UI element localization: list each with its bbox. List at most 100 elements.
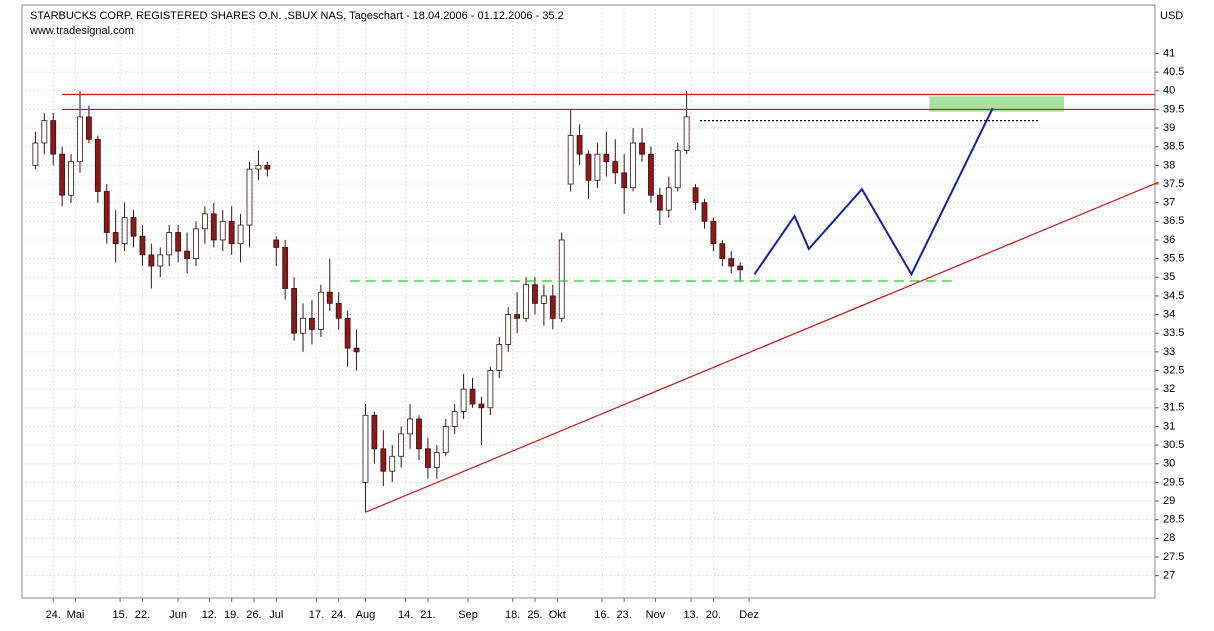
candle-body	[701, 202, 708, 222]
candle-body	[389, 455, 396, 472]
candle-body	[166, 232, 173, 256]
x-tick-label: 13.	[683, 609, 698, 621]
candle-body	[665, 187, 672, 211]
y-tick-label: 38	[1163, 159, 1175, 171]
candle-body	[567, 135, 574, 185]
candle-body	[201, 213, 208, 230]
y-tick-label: 33	[1163, 346, 1175, 358]
candle-body	[246, 168, 253, 226]
y-tick-label: 27.5	[1163, 551, 1184, 563]
candle-body	[737, 265, 744, 271]
candle-body	[291, 288, 297, 334]
y-tick-label: 28.5	[1163, 514, 1184, 526]
x-tick-label: Okt	[549, 609, 566, 621]
candle-body	[719, 243, 726, 260]
y-tick-label: 27	[1163, 570, 1175, 582]
candle-body	[112, 232, 119, 245]
candle-body	[576, 135, 583, 155]
candle-body	[50, 120, 57, 155]
candle-body	[335, 302, 342, 319]
candle-body	[523, 284, 529, 319]
candle-body	[139, 235, 146, 256]
candle-body	[255, 164, 262, 170]
x-tick-label: 26.	[246, 609, 261, 621]
x-tick-label: 25.	[527, 609, 542, 621]
y-tick-label: 30.5	[1163, 439, 1184, 451]
x-tick-label: Sep	[458, 609, 478, 621]
x-tick-label: 18.	[505, 609, 520, 621]
candle-body	[273, 239, 280, 248]
candle-body	[86, 116, 92, 140]
candle-body	[630, 142, 637, 189]
candle-body	[469, 388, 476, 405]
candle-body	[103, 191, 110, 233]
chart-subtitle: www.tradesignal.com	[29, 25, 134, 37]
candle-body	[353, 347, 360, 353]
candle-body	[683, 116, 690, 151]
candle-body	[558, 239, 565, 319]
y-tick-label: 35.5	[1163, 253, 1184, 265]
candle-body	[41, 120, 48, 144]
x-tick-label: 14.	[398, 609, 413, 621]
x-tick-label: 16.	[594, 609, 609, 621]
y-tick-label: 28	[1163, 532, 1175, 544]
candle-body	[219, 220, 226, 241]
chart-title: STARBUCKS CORP. REGISTERED SHARES O.N. ,…	[30, 10, 564, 22]
candle-body	[425, 448, 431, 468]
candle-body	[648, 153, 654, 196]
x-tick-label: Mai	[67, 609, 85, 621]
candle-body	[398, 433, 405, 457]
x-tick-label: 17.	[309, 609, 324, 621]
y-tick-label: 34.5	[1163, 290, 1184, 302]
candle-body	[540, 295, 547, 304]
candle-body	[728, 258, 735, 267]
candle-body	[300, 317, 306, 334]
candle-body	[362, 414, 369, 483]
y-tick-label: 29.5	[1163, 476, 1184, 488]
candle-body	[94, 138, 101, 192]
candle-body	[309, 317, 315, 330]
candle-body	[442, 426, 449, 453]
x-tick-label: 24.	[46, 609, 61, 621]
x-tick-label: 20.	[706, 609, 721, 621]
candle-body	[514, 314, 521, 319]
candle-body	[68, 161, 74, 196]
y-tick-label: 40	[1163, 85, 1175, 97]
y-tick-label: 29	[1163, 495, 1175, 507]
candle-body	[175, 232, 182, 252]
annotation-line	[365, 181, 1159, 513]
candle-body	[148, 254, 155, 267]
x-tick-label: Aug	[356, 609, 376, 621]
candle-body	[585, 153, 592, 181]
y-tick-label: 40.5	[1163, 66, 1184, 78]
x-tick-label: Nov	[646, 609, 666, 621]
candle-body	[344, 317, 351, 349]
candle-body	[692, 187, 699, 204]
candle-body	[496, 343, 503, 371]
candle-body	[184, 250, 190, 260]
x-tick-label: 19.	[224, 609, 239, 621]
candle-body	[371, 414, 378, 450]
y-tick-label: 35	[1163, 271, 1175, 283]
y-tick-label: 30	[1163, 458, 1175, 470]
candle-body	[317, 291, 324, 330]
candle-body	[130, 217, 137, 237]
y-tick-label: 31	[1163, 420, 1175, 432]
x-tick-label: 24.	[331, 609, 346, 621]
y-tick-label: 32	[1163, 383, 1175, 395]
y-tick-label: 38.5	[1163, 141, 1184, 153]
x-tick-label: Dez	[739, 609, 759, 621]
candle-body	[157, 254, 164, 267]
y-tick-label: 39.5	[1163, 103, 1184, 115]
candle-body	[237, 224, 244, 245]
candle-body	[621, 172, 628, 189]
candle-body	[407, 418, 413, 435]
candle-body	[32, 142, 39, 166]
y-tick-label: 33.5	[1163, 327, 1184, 339]
y-tick-label: 34	[1163, 308, 1175, 320]
candle-body	[433, 452, 440, 468]
candle-body	[594, 153, 601, 181]
candle-body	[674, 150, 681, 189]
x-tick-label: 22.	[135, 609, 150, 621]
candle-body	[193, 228, 199, 260]
